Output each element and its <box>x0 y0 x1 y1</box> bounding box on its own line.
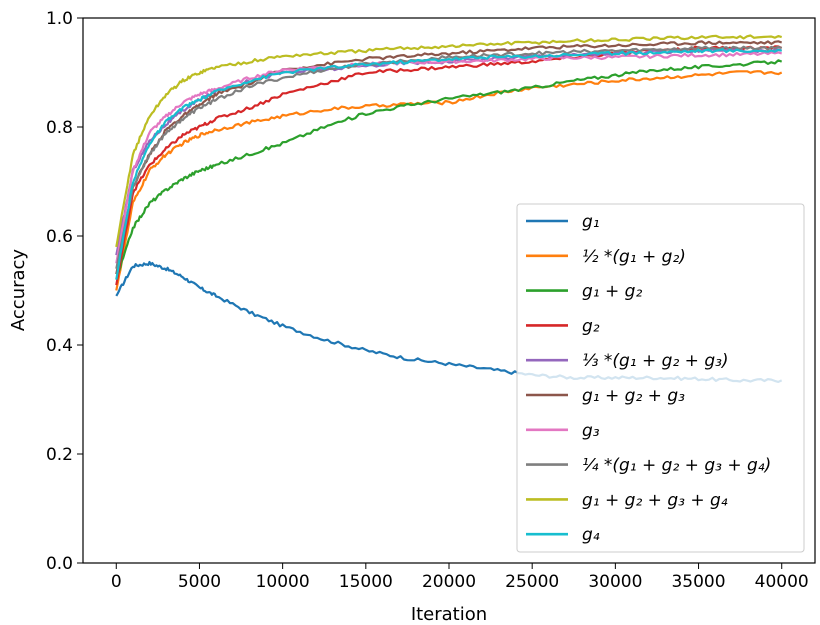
y-tick-label: 1.0 <box>46 9 73 29</box>
legend-label-quarter_g1_g2_g3_g4: ¼ *(g₁ + g₂ + g₃ + g₄) <box>582 456 771 476</box>
legend-label-g1: g₁ <box>582 212 600 232</box>
legend-label-g4: g₄ <box>582 525 600 545</box>
series-line-g1_plus_g2 <box>115 59 783 280</box>
x-tick-label: 30000 <box>588 572 642 592</box>
legend-label-g3: g₃ <box>582 421 600 441</box>
x-tick-label: 35000 <box>671 572 725 592</box>
series-layer <box>115 34 783 383</box>
x-axis-label: Iteration <box>411 604 487 625</box>
legend-label-g1_g2_g3_g4: g₁ + g₂ + g₃ + g₄ <box>582 490 728 510</box>
x-tick-label: 15000 <box>339 572 393 592</box>
series-line-g1_g2_g3_g4 <box>115 34 783 248</box>
legend-frame <box>516 203 805 553</box>
x-tick-label: 0 <box>111 572 122 592</box>
series-line-half_g1_g2 <box>115 70 783 291</box>
y-tick-label: 0.4 <box>46 336 73 356</box>
x-tick-label: 20000 <box>422 572 476 592</box>
x-tick-label: 5000 <box>178 572 221 592</box>
series-line-g4 <box>115 48 782 280</box>
y-tick-label: 0.8 <box>46 118 73 138</box>
x-tick-label: 40000 <box>755 572 809 592</box>
legend-label-third_g1_g2_g3: ⅓ *(g₁ + g₂ + g₃) <box>582 351 729 371</box>
series-line-g1_g2_g3 <box>115 40 783 275</box>
legend-label-g1_plus_g2: g₁ + g₂ <box>582 282 642 302</box>
x-tick-label: 25000 <box>505 572 559 592</box>
x-tick-label: 10000 <box>256 572 310 592</box>
legend-label-half_g1_g2: ½ *(g₁ + g₂) <box>582 247 686 267</box>
legend-label-g2: g₂ <box>582 316 600 336</box>
legend-label-g1_g2_g3: g₁ + g₂ + g₃ <box>582 386 685 406</box>
y-tick-label: 0.6 <box>46 227 73 247</box>
y-tick-label: 0.2 <box>46 445 73 465</box>
axis-ticks: 0 5000 10000 15000 20000 25000 30000 35000 40000… <box>46 9 809 592</box>
y-tick-label: 0.0 <box>46 554 73 574</box>
y-axis-label: Accuracy <box>8 249 29 332</box>
series-line-quarter_g1_g2_g3_g4 <box>115 45 783 269</box>
legend: g₁ ½ *(g₁ + g₂) g₁ + g₂ g₂ ⅓ *(g₁ + g₂ + g₃)… <box>516 203 805 553</box>
